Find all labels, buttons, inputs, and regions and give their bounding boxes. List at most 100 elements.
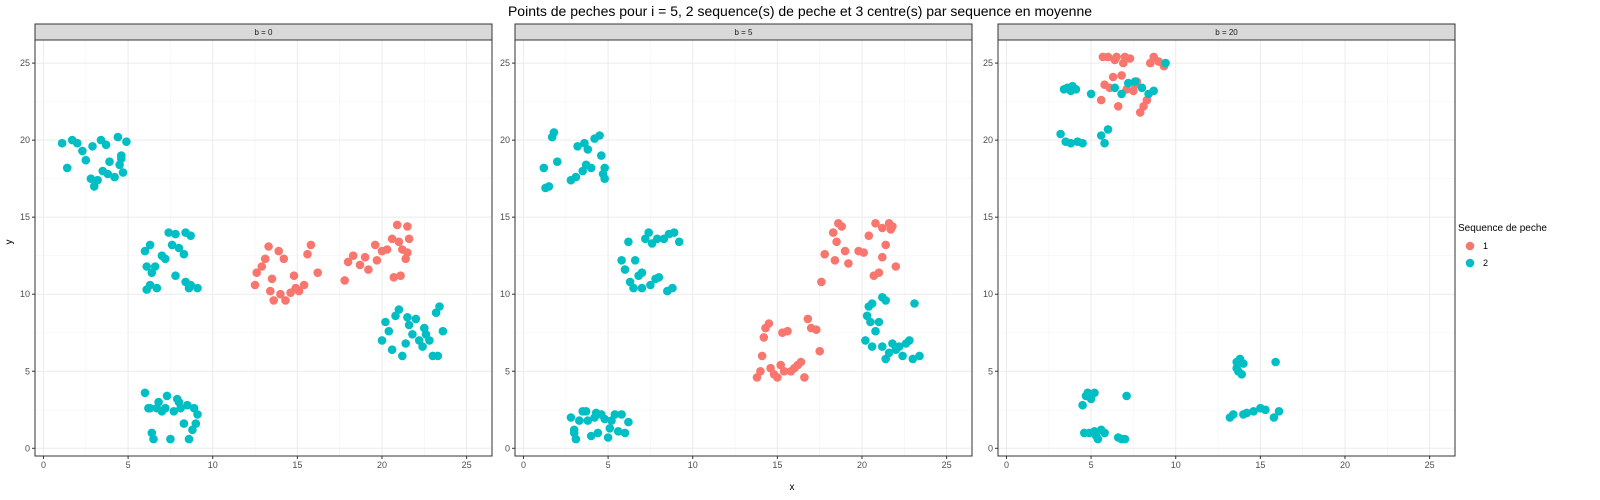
scatter-point xyxy=(269,296,279,305)
scatter-point xyxy=(1103,125,1113,134)
scatter-point xyxy=(837,222,846,231)
scatter-point xyxy=(884,348,894,358)
scatter-point xyxy=(595,131,604,140)
scatter-point xyxy=(384,326,394,336)
scatter-point xyxy=(401,254,411,264)
scatter-point xyxy=(171,229,180,239)
scatter-point xyxy=(674,237,684,247)
scatter-point xyxy=(435,302,444,311)
scatter-point xyxy=(764,319,774,328)
scatter-point xyxy=(294,286,304,296)
scatter-point xyxy=(830,255,840,265)
scatter-point xyxy=(154,397,163,407)
scatter-point xyxy=(179,419,189,428)
scatter-point xyxy=(637,283,647,293)
scatter-point xyxy=(583,416,593,425)
scatter-point xyxy=(392,220,402,230)
scatter-point xyxy=(105,157,114,166)
scatter-point xyxy=(1066,138,1076,148)
scatter-point xyxy=(624,237,633,247)
scatter-point xyxy=(620,428,630,438)
scatter-point xyxy=(1269,413,1279,422)
scatter-point xyxy=(544,182,554,191)
scatter-point xyxy=(186,280,195,290)
scatter-point xyxy=(600,174,609,183)
scatter-point xyxy=(1120,52,1130,62)
scatter-point xyxy=(140,388,150,398)
scatter-point xyxy=(886,225,896,234)
legend-title: Sequence de peche xyxy=(1458,223,1547,234)
y-tick-label: 25 xyxy=(983,58,993,68)
scatter-point xyxy=(1122,391,1131,401)
scatter-point xyxy=(370,240,380,250)
scatter-point xyxy=(600,414,609,424)
scatter-point xyxy=(881,296,890,305)
scatter-point xyxy=(276,289,285,299)
scatter-point xyxy=(1098,52,1108,62)
scatter-point xyxy=(1096,131,1106,140)
x-tick-label: 20 xyxy=(1340,460,1350,470)
scatter-point xyxy=(438,326,448,336)
legend-swatch xyxy=(1465,258,1475,268)
scatter-point xyxy=(78,146,87,156)
scatter-point xyxy=(343,257,353,267)
panel-border xyxy=(514,39,973,457)
scatter-point xyxy=(1261,405,1270,415)
scatter-point xyxy=(652,234,662,244)
scatter-point xyxy=(267,274,277,284)
legend: Sequence de peche 12 xyxy=(1458,223,1547,271)
scatter-point xyxy=(539,163,549,173)
scatter-point xyxy=(861,336,870,345)
scatter-point xyxy=(898,351,907,361)
scatter-point xyxy=(381,317,390,327)
scatter-point xyxy=(859,248,868,257)
y-tick-label: 10 xyxy=(20,289,30,299)
scatter-point xyxy=(266,286,275,296)
scatter-point xyxy=(394,237,404,247)
scatter-point xyxy=(757,351,767,361)
scatter-point xyxy=(1110,83,1120,93)
y-tick-label: 15 xyxy=(20,212,30,222)
scatter-point xyxy=(145,403,155,413)
scatter-point xyxy=(817,277,826,287)
scatter-point xyxy=(894,342,904,351)
y-tick-label: 15 xyxy=(500,212,510,222)
scatter-point xyxy=(815,346,824,356)
scatter-point xyxy=(149,434,158,444)
scatter-point xyxy=(867,299,877,308)
scatter-point xyxy=(828,228,838,237)
scatter-point xyxy=(915,351,924,361)
scatter-point xyxy=(279,254,289,264)
legend-items: 12 xyxy=(1462,238,1488,271)
scatter-point xyxy=(88,142,97,151)
scatter-point xyxy=(1117,89,1126,99)
scatter-point xyxy=(591,408,601,418)
scatter-point xyxy=(1137,83,1147,93)
scatter-point xyxy=(1090,427,1099,436)
scatter-point xyxy=(1161,58,1170,68)
y-tick-label: 20 xyxy=(500,135,510,145)
scatter-point xyxy=(646,280,655,290)
scatter-point xyxy=(1237,370,1246,379)
scatter-point xyxy=(167,240,177,250)
scatter-point xyxy=(93,175,102,185)
y-tick-label: 0 xyxy=(988,443,993,453)
scatter-point xyxy=(183,400,192,410)
scatter-point xyxy=(844,259,853,268)
facet-panel: b = 0 0 5 10 15 20 25 0 5 10 15 20 25 xyxy=(20,23,493,470)
scatter-point xyxy=(575,416,584,425)
scatter-point xyxy=(161,403,170,413)
scatter-point xyxy=(820,249,829,259)
scatter-point xyxy=(408,330,417,339)
scatter-point xyxy=(549,128,559,137)
scatter-point xyxy=(1274,407,1284,416)
panel-background xyxy=(998,40,1455,456)
scatter-point xyxy=(553,157,562,166)
x-tick-label: 5 xyxy=(1089,460,1094,470)
scatter-point xyxy=(179,249,189,259)
scatter-point xyxy=(164,228,173,237)
scatter-point xyxy=(117,151,126,160)
scatter-point xyxy=(573,142,582,151)
scatter-point xyxy=(398,351,407,361)
